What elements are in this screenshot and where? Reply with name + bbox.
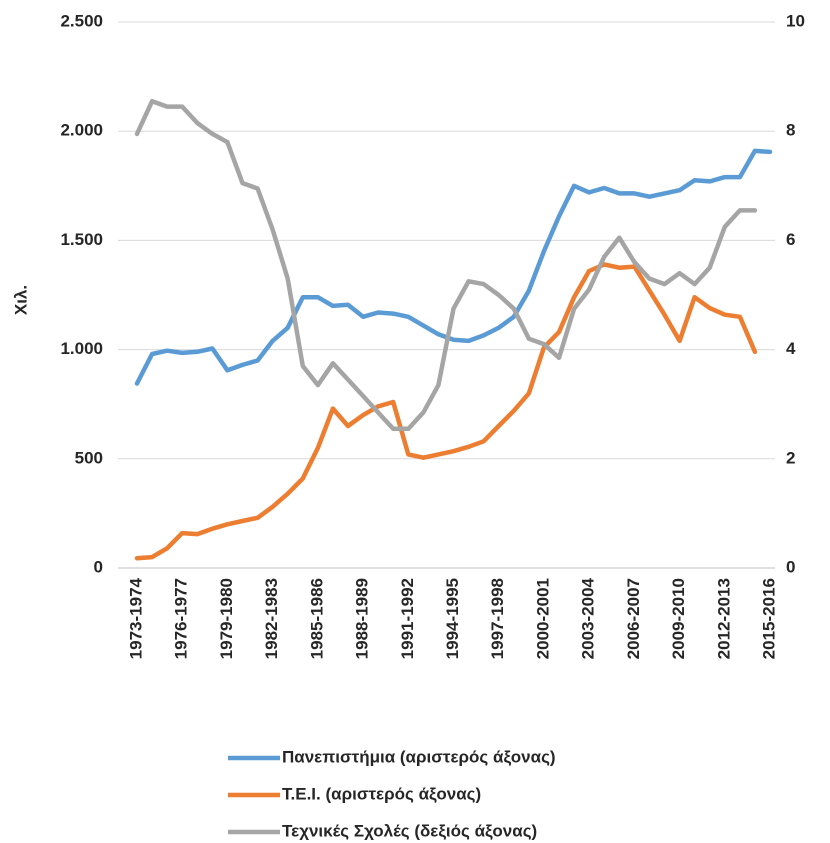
x-tick-label: 2006-2007 [624, 578, 643, 659]
series-line [134, 148, 773, 386]
y2-tick-label: 8 [786, 121, 795, 140]
y2-tick-label: 10 [786, 11, 805, 30]
x-tick-label: 1976-1977 [172, 578, 191, 659]
x-tick-label: 1985-1986 [307, 578, 326, 659]
x-tick-label: 2009-2010 [669, 578, 688, 659]
x-tick-label: 1979-1980 [217, 578, 236, 659]
y-tick-label: 500 [75, 448, 103, 467]
x-tick-label: 1991-1992 [398, 578, 417, 659]
x-tick-label: 1988-1989 [353, 578, 372, 659]
series-line [134, 262, 758, 561]
legend-label: Τ.Ε.Ι. (αριστερός άξονας) [282, 784, 481, 803]
x-tick-label: 2012-2013 [714, 578, 733, 659]
x-tick-label: 2000-2001 [533, 578, 552, 659]
y2-tick-label: 2 [786, 448, 795, 467]
x-tick-label: 1973-1974 [126, 577, 145, 659]
y-axis-title: Χιλ. [11, 285, 30, 315]
y-tick-label: 1.500 [60, 230, 103, 249]
series-line [134, 98, 758, 432]
x-tick-label: 2003-2004 [579, 577, 598, 659]
y2-tick-label: 4 [786, 339, 796, 358]
x-tick-label: 1994-1995 [443, 578, 462, 659]
x-tick-label: 1982-1983 [262, 578, 281, 659]
legend-label: Τεχνικές Σχολές (δεξιός άξονας) [282, 821, 537, 840]
x-tick-label: 2015-2016 [759, 578, 778, 659]
legend-label: Πανεπιστήμια (αριστερός άξονας) [282, 747, 556, 766]
y2-tick-label: 0 [786, 557, 795, 576]
y-tick-label: 2.000 [60, 121, 103, 140]
x-tick-label: 1997-1998 [488, 578, 507, 659]
y2-tick-label: 6 [786, 230, 795, 249]
y-tick-label: 2.500 [60, 11, 103, 30]
y-tick-label: 1.000 [60, 339, 103, 358]
y-tick-label: 0 [94, 557, 103, 576]
